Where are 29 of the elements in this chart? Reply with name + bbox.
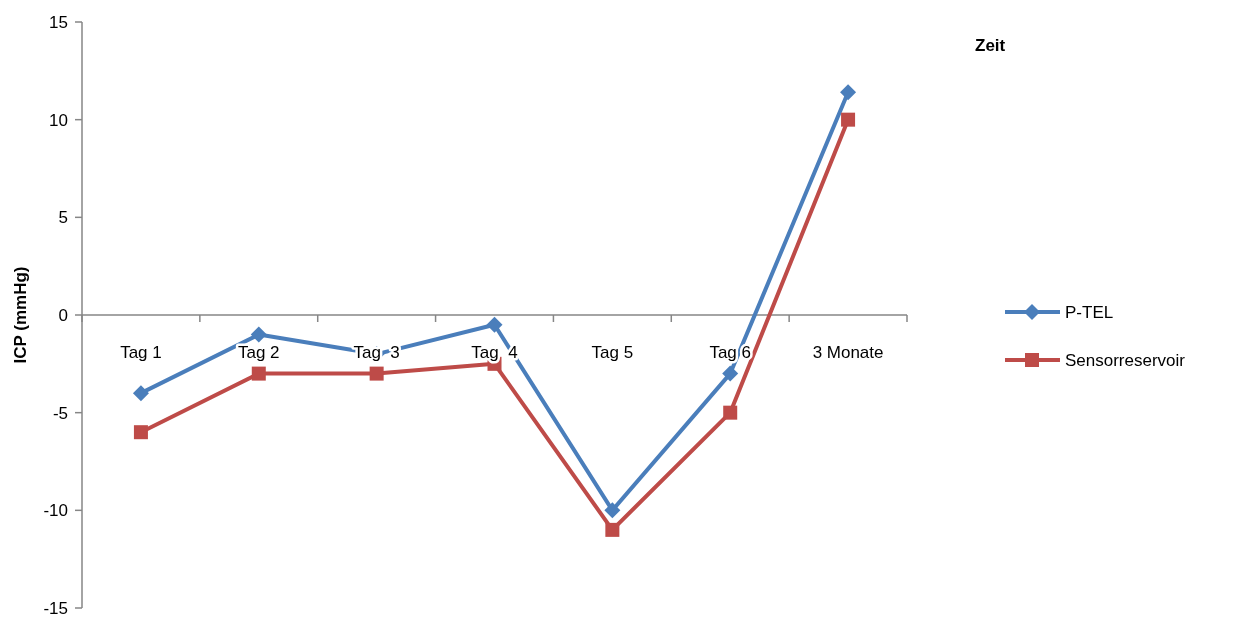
y-tick-label: 15 [49, 12, 68, 32]
point [251, 366, 266, 381]
legend-label: Sensorreservoir [1065, 350, 1186, 370]
x-tick-label: Tag 6 [709, 343, 752, 362]
y-tick-label: 5 [58, 208, 68, 228]
x-tick-label: Tag 4 [471, 343, 518, 362]
legend-label: P-TEL [1065, 302, 1114, 322]
y-tick-label: -10 [43, 501, 68, 521]
y-tick-label: -5 [52, 403, 68, 423]
x-axis-title: Zeit [975, 36, 1006, 55]
point [132, 385, 149, 402]
point [133, 425, 148, 440]
y-tick-label: 10 [49, 110, 68, 130]
point [605, 522, 620, 537]
y-tick-label: -15 [43, 598, 68, 618]
point [841, 112, 856, 127]
point [840, 84, 857, 101]
x-tick-label: Tag 5 [591, 343, 634, 362]
x-tick-label: Tag 2 [237, 343, 280, 362]
y-axis-title: ICP (mmHg) [11, 266, 30, 364]
x-tick-label: Tag 1 [120, 343, 162, 362]
point [250, 326, 267, 343]
point [723, 405, 738, 420]
x-tick-label: 3 Monate [812, 343, 884, 362]
point [604, 502, 621, 519]
y-tick-label: 0 [58, 305, 68, 325]
point [369, 366, 384, 381]
point [722, 365, 739, 382]
point [486, 316, 503, 333]
